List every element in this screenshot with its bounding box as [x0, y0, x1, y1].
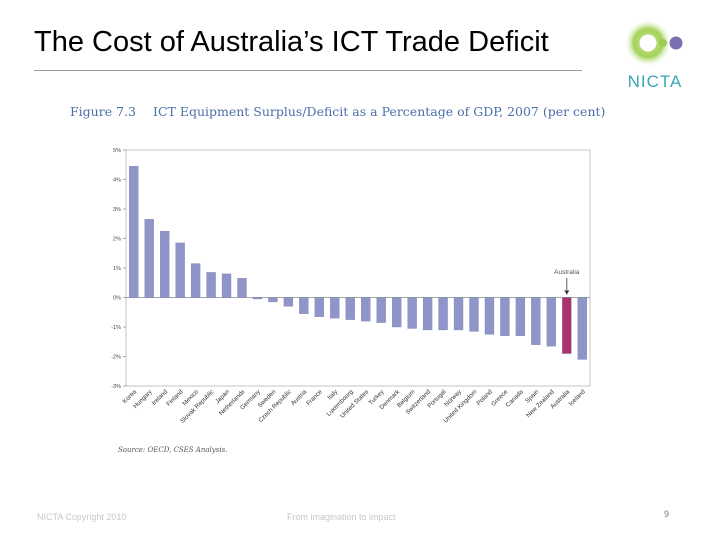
bar-ireland	[160, 230, 170, 298]
bar-iceland	[577, 297, 587, 360]
bar-greece	[500, 297, 510, 336]
x-tick-label: Canada	[505, 388, 526, 409]
bar-belgium	[407, 297, 417, 329]
y-tick-label: 5%	[113, 148, 121, 154]
nicta-logo-mark	[624, 19, 683, 67]
footer-tagline: From imagination to impact	[287, 512, 396, 522]
y-tick-label: 1%	[113, 266, 121, 272]
bar-austria	[299, 297, 309, 314]
bar-canada	[515, 297, 526, 336]
source-note: Source: OECD, CSES Analysis.	[118, 446, 228, 454]
annotation-arrowhead	[564, 290, 570, 295]
bar-denmark	[392, 297, 402, 328]
logo-wordmark: NICTA	[627, 72, 683, 91]
slide-title: The Cost of Australia’s ICT Trade Defici…	[34, 26, 549, 58]
bar-finland	[175, 242, 185, 298]
bar-australia	[562, 297, 572, 354]
bar-united-states	[361, 297, 371, 322]
bar-portugal	[438, 297, 448, 331]
annotation-label: Australia	[554, 269, 580, 276]
bar-italy	[330, 297, 340, 319]
bar-sweden	[268, 297, 278, 303]
figure-number: Figure 7.3	[70, 104, 136, 119]
y-tick-label: 0%	[113, 296, 121, 302]
y-tick-label: 3%	[113, 207, 121, 213]
bar-united-kingdom	[469, 297, 479, 332]
x-tick-label: Austria	[290, 388, 309, 407]
y-tick-label: -2%	[111, 355, 121, 361]
bar-switzerland	[422, 297, 433, 331]
bar-japan	[221, 273, 232, 298]
page-number: 9	[664, 509, 670, 519]
bar-norway	[453, 297, 464, 331]
bar-czech-republic	[283, 297, 294, 307]
bar-poland	[484, 297, 495, 335]
bar-korea	[129, 166, 139, 298]
bar-france	[314, 297, 324, 317]
bar-spain	[531, 297, 541, 345]
bar-turkey	[376, 297, 386, 323]
y-tick-label: -1%	[111, 325, 121, 331]
figure-title: ICT Equipment Surplus/Deficit as a Perce…	[153, 104, 606, 119]
bar-slovak-republic	[206, 272, 216, 298]
bar-hungary	[144, 219, 154, 298]
x-tick-label: France	[305, 388, 324, 407]
y-tick-label: -3%	[111, 384, 121, 390]
bar-mexico	[190, 263, 201, 298]
bar-luxembourg	[345, 297, 355, 320]
x-tick-label: Finland	[165, 388, 185, 408]
footer-copyright: NICTA Copyright 2010	[37, 512, 127, 522]
x-tick-label: Iceland	[568, 388, 587, 407]
title-divider	[34, 70, 582, 71]
bar-netherlands	[237, 278, 247, 298]
nicta-logo: NICTA	[615, 14, 695, 94]
y-tick-label: 2%	[113, 237, 121, 243]
y-tick-label: 4%	[113, 178, 121, 184]
bar-new-zealand	[546, 297, 556, 347]
bar-germany	[252, 297, 263, 300]
